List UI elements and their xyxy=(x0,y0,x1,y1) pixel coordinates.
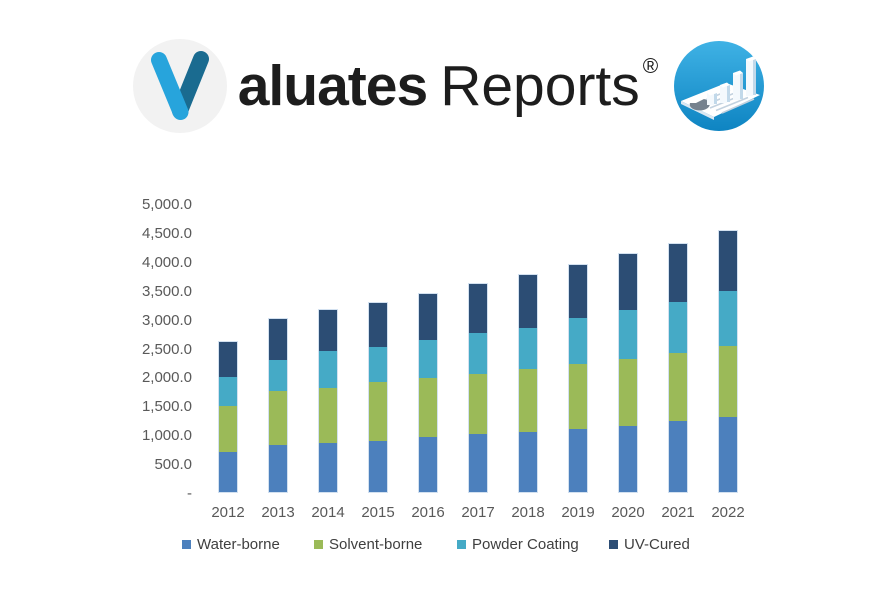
bar-2012 xyxy=(218,340,238,493)
x-tick-label: 2016 xyxy=(411,504,445,521)
y-tick-label: 4,000.0 xyxy=(141,253,192,271)
legend-marker-solvent-borne xyxy=(314,540,323,549)
bar-segment-powder-coating xyxy=(569,318,587,365)
valuates-v-icon xyxy=(132,39,227,133)
y-tick-label: - xyxy=(187,485,192,502)
bar-segment-water-borne xyxy=(269,445,287,492)
brand-logo: aluates Reports ® xyxy=(0,36,896,136)
bar-segment-solvent-borne xyxy=(569,364,587,429)
bar-segment-water-borne xyxy=(669,421,687,492)
bar-2022 xyxy=(718,230,738,493)
bar-segment-solvent-borne xyxy=(669,353,687,422)
bar-segment-uv-cured xyxy=(469,284,487,333)
bar-segment-water-borne xyxy=(619,425,637,492)
bar-segment-powder-coating xyxy=(619,310,637,360)
bar-2016 xyxy=(418,292,438,493)
bar-segment-uv-cured xyxy=(719,231,737,292)
bar-segment-water-borne xyxy=(219,452,237,492)
bar-2017 xyxy=(468,283,488,493)
bar-segment-uv-cured xyxy=(419,293,437,340)
bar-2014 xyxy=(318,309,338,493)
legend-item-solvent-borne: Solvent-borne xyxy=(314,536,422,553)
bar-segment-solvent-borne xyxy=(369,381,387,441)
bar-segment-powder-coating xyxy=(669,301,687,354)
bar-segment-powder-coating xyxy=(269,360,287,392)
legend-item-powder-coating: Powder Coating xyxy=(457,536,579,553)
bar-segment-solvent-borne xyxy=(419,377,437,438)
bar-segment-uv-cured xyxy=(669,243,687,302)
x-tick-label: 2013 xyxy=(261,504,295,521)
bar-segment-solvent-borne xyxy=(319,387,337,443)
bar-segment-water-borne xyxy=(369,440,387,492)
bar-segment-water-borne xyxy=(319,442,337,492)
bar-segment-uv-cured xyxy=(369,303,387,347)
bar-segment-uv-cured xyxy=(319,310,337,351)
legend-marker-powder-coating xyxy=(457,540,466,549)
legend-label: Powder Coating xyxy=(472,536,579,553)
legend-label: Solvent-borne xyxy=(329,536,423,553)
y-tick-label: 4,500.0 xyxy=(141,224,192,242)
bar-segment-powder-coating xyxy=(319,350,337,388)
bar-chart-badge-icon xyxy=(674,41,765,131)
legend-item-uv-cured: UV-Cured xyxy=(609,536,690,553)
x-tick-label: 2012 xyxy=(211,504,245,521)
x-tick-label: 2014 xyxy=(311,504,345,521)
legend-label: Water-borne xyxy=(197,536,280,553)
bar-segment-uv-cured xyxy=(569,264,587,319)
bar-segment-powder-coating xyxy=(519,327,537,370)
bar-segment-water-borne xyxy=(569,428,587,492)
x-tick-label: 2022 xyxy=(711,504,745,521)
bar-segment-water-borne xyxy=(469,434,487,492)
x-tick-label: 2018 xyxy=(511,504,545,521)
legend-marker-uv-cured xyxy=(609,540,618,549)
bar-segment-uv-cured xyxy=(269,318,287,361)
bar-segment-powder-coating xyxy=(419,339,437,378)
bar-segment-powder-coating xyxy=(469,332,487,374)
bar-segment-solvent-borne xyxy=(519,369,537,432)
bar-segment-water-borne xyxy=(419,437,437,492)
bar-segment-powder-coating xyxy=(369,347,387,382)
registered-trademark-icon: ® xyxy=(642,54,659,78)
y-tick-label: 3,000.0 xyxy=(141,311,192,329)
bar-segment-water-borne xyxy=(519,431,537,492)
brand-wordmark-regular: Reports xyxy=(440,53,640,118)
legend-item-water-borne: Water-borne xyxy=(182,536,280,553)
bar-segment-uv-cured xyxy=(219,341,237,378)
bar-segment-uv-cured xyxy=(519,274,537,328)
x-tick-label: 2021 xyxy=(661,504,695,521)
y-tick-label: 1,000.0 xyxy=(141,427,192,445)
legend-marker-water-borne xyxy=(182,540,191,549)
brand-wordmark-bold: aluates xyxy=(237,53,428,118)
bar-2013 xyxy=(268,317,288,493)
bar-2021 xyxy=(668,242,688,493)
bar-segment-powder-coating xyxy=(719,291,737,347)
bar-2015 xyxy=(368,302,388,493)
legend-label: UV-Cured xyxy=(624,536,690,553)
x-tick-label: 2020 xyxy=(611,504,645,521)
y-tick-label: 5,000.0 xyxy=(141,196,192,213)
x-tick-label: 2017 xyxy=(461,504,495,521)
bar-segment-solvent-borne xyxy=(619,359,637,426)
bar-segment-solvent-borne xyxy=(719,346,737,418)
bar-segment-water-borne xyxy=(719,417,737,492)
bar-2019 xyxy=(568,263,588,493)
bar-segment-solvent-borne xyxy=(219,405,237,453)
y-tick-label: 2,000.0 xyxy=(141,369,192,387)
x-tick-label: 2015 xyxy=(361,504,395,521)
bar-2020 xyxy=(618,253,638,493)
bar-segment-powder-coating xyxy=(219,377,237,406)
bar-2018 xyxy=(518,273,538,493)
bar-segment-solvent-borne xyxy=(269,391,287,446)
brand-wordmark: aluates Reports ® xyxy=(237,53,659,118)
bar-segment-uv-cured xyxy=(619,254,637,311)
y-tick-label: 3,500.0 xyxy=(141,282,192,300)
x-tick-label: 2019 xyxy=(561,504,595,521)
bar-segment-solvent-borne xyxy=(469,373,487,435)
y-tick-label: 1,500.0 xyxy=(141,398,192,416)
legend: Water-borne Solvent-borne Powder Coating UV… xyxy=(0,536,896,556)
y-tick-label: 2,500.0 xyxy=(141,340,192,358)
y-tick-label: 500.0 xyxy=(154,456,192,474)
